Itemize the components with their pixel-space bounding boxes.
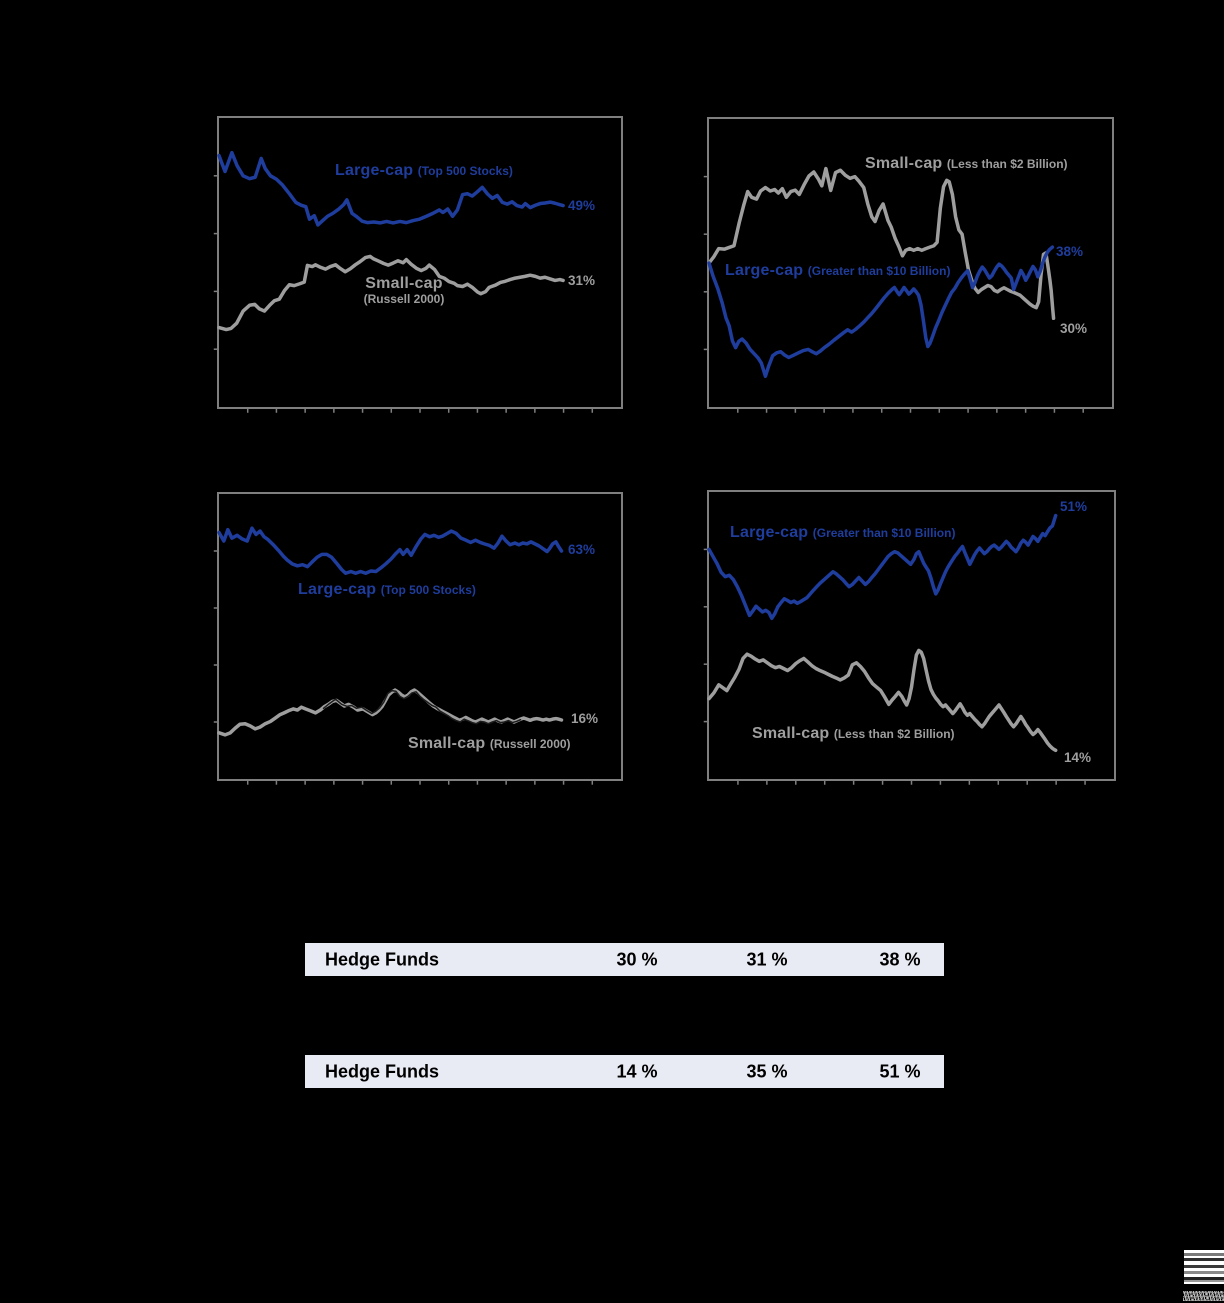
series-qualifier: (Less than $2 Billion) (946, 157, 1068, 171)
line-plot (709, 119, 1112, 407)
series-qualifier: (Top 500 Stocks) (380, 583, 476, 597)
end-value-label: 63% (568, 542, 596, 557)
row-value: 31 % (746, 949, 788, 969)
striped-print-mark (1184, 1250, 1224, 1284)
series-label-large-cap: Large-cap (Top 500 Stocks) (298, 581, 476, 599)
end-value-label: 51% (1060, 499, 1088, 514)
series-label-small-cap: Small-cap (Less than $2 Billion) (752, 725, 955, 743)
series-label-small-cap: Small-cap (Russell 2000) (408, 735, 571, 753)
series-qualifier: (Russell 2000) (489, 737, 571, 751)
series-name: Small-cap (865, 155, 943, 172)
microprint-artifact (1183, 1291, 1224, 1301)
series-qualifier: (Greater than $10 Billion) (812, 526, 956, 540)
row-value: 30 % (616, 949, 658, 969)
series-name: Large-cap (730, 524, 809, 541)
series-label-small-cap: Small-cap (Less than $2 Billion) (865, 155, 1068, 173)
end-value-label: 30% (1060, 321, 1088, 336)
row-value: 35 % (746, 1061, 788, 1081)
row-value: 14 % (616, 1061, 658, 1081)
line-plot (219, 494, 621, 779)
chart-bottom-left: Large-cap (Top 500 Stocks) Small-cap (Ru… (217, 492, 623, 781)
series-name: Large-cap (725, 262, 804, 279)
line-plot (709, 492, 1114, 779)
table-row-hedge-funds-1: Hedge Funds 30 % 31 % 38 % (305, 943, 944, 976)
series-name: Small-cap (408, 735, 486, 752)
chart-bottom-right: Large-cap (Greater than $10 Billion) Sma… (707, 490, 1116, 781)
row-value: 51 % (879, 1061, 921, 1081)
chart-top-left: Large-cap (Top 500 Stocks) Small-cap (Rus… (217, 116, 623, 409)
series-name: Small-cap (752, 725, 830, 742)
end-value-label: 38% (1056, 244, 1084, 259)
table-row-hedge-funds-2: Hedge Funds 14 % 35 % 51 % (305, 1055, 944, 1088)
end-value-label: 31% (568, 273, 596, 288)
row-label: Hedge Funds (325, 1061, 440, 1081)
end-value-label: 49% (568, 198, 596, 213)
series-qualifier: (Less than $2 Billion) (833, 727, 955, 741)
series-label-large-cap: Large-cap (Greater than $10 Billion) (730, 524, 956, 542)
end-value-label: 16% (571, 711, 599, 726)
end-value-label: 14% (1064, 750, 1092, 765)
series-name: Large-cap (298, 581, 377, 598)
series-qualifier: (Russell 2000) (363, 291, 445, 306)
series-name: Small-cap (365, 275, 443, 292)
chart-top-right: Small-cap (Less than $2 Billion) Large-c… (707, 117, 1114, 409)
series-label-small-cap: Small-cap (Russell 2000) (363, 275, 445, 306)
series-label-large-cap: Large-cap (Top 500 Stocks) (335, 162, 513, 180)
row-value: 38 % (879, 949, 921, 969)
series-qualifier: (Top 500 Stocks) (417, 164, 513, 178)
row-label: Hedge Funds (325, 949, 440, 969)
series-label-large-cap: Large-cap (Greater than $10 Billion) (725, 262, 951, 280)
line-plot (219, 118, 621, 407)
series-qualifier: (Greater than $10 Billion) (807, 264, 951, 278)
series-name: Large-cap (335, 162, 414, 179)
